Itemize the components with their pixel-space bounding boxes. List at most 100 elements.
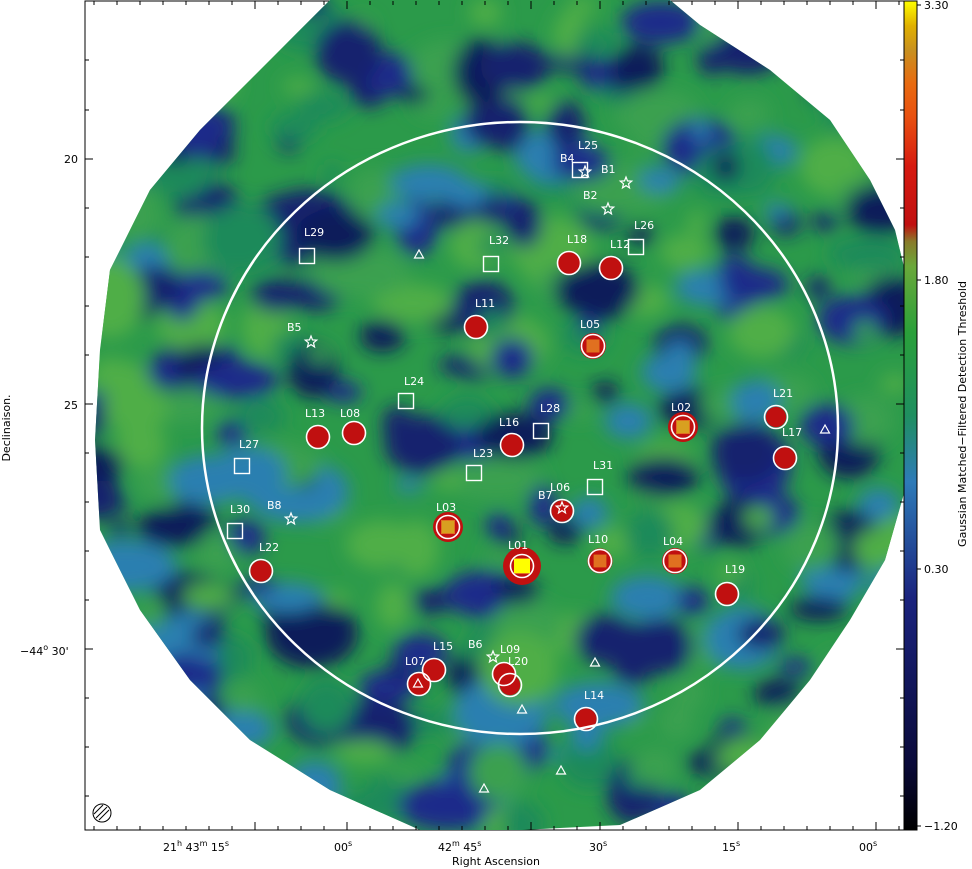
x-axis-label: Right Ascension <box>452 855 540 868</box>
source-label-l28: L28 <box>540 402 560 415</box>
circle-marker-l07[interactable] <box>406 671 432 697</box>
y-tick-25: 25 <box>64 399 78 412</box>
triangle-marker[interactable] <box>516 703 528 714</box>
hotspot-l15 <box>422 658 446 682</box>
source-label-l16: L16 <box>499 416 519 429</box>
colorbar <box>903 0 918 831</box>
triangle-marker[interactable] <box>819 423 831 434</box>
circle-marker-l12[interactable] <box>598 255 624 281</box>
square-marker-l23[interactable] <box>465 464 483 482</box>
source-label-l02: L02 <box>671 401 691 414</box>
star-marker-b8[interactable] <box>283 511 299 526</box>
source-label-l20: L20 <box>508 655 528 668</box>
star-marker-b6[interactable] <box>485 649 501 664</box>
hotspot-l18 <box>558 252 580 274</box>
source-label-l32: L32 <box>489 234 509 247</box>
hotspot-l20 <box>499 674 521 696</box>
source-label-l11: L11 <box>475 297 495 310</box>
circle-marker-l02[interactable] <box>670 414 696 440</box>
triangle-marker[interactable] <box>555 764 567 775</box>
source-label-l13: L13 <box>305 407 325 420</box>
colorbar-tick-1-80: 1.80 <box>924 274 949 287</box>
source-label-b1: B1 <box>601 163 616 176</box>
circle-marker-l05[interactable] <box>580 333 606 359</box>
source-label-b7: B7 <box>538 489 553 502</box>
star-marker-b1[interactable] <box>618 175 634 190</box>
source-label-l09: L09 <box>500 643 520 656</box>
star-marker-b4[interactable] <box>577 164 593 179</box>
hotspot-l10 <box>587 548 613 574</box>
triangle-marker[interactable] <box>478 782 490 793</box>
triangle-marker[interactable] <box>413 248 425 259</box>
hotspot-l11 <box>465 316 487 338</box>
svg-text:21h 43m 15s: 21h 43m 15s <box>163 839 229 854</box>
colorbar-tick-max: 3.30 <box>924 0 949 12</box>
circle-marker-l19[interactable] <box>714 581 740 607</box>
square-marker-l30[interactable] <box>226 522 244 540</box>
star-marker-b5[interactable] <box>303 334 319 349</box>
square-marker-l29[interactable] <box>298 247 316 265</box>
source-label-l05: L05 <box>580 318 600 331</box>
triangle-marker[interactable] <box>412 677 424 688</box>
x-tick-labels: 21h 43m 15s 00s 42m 45s 30s 15s 00s <box>163 839 877 854</box>
hotspot-l03 <box>433 512 463 542</box>
circle-marker-l22[interactable] <box>248 558 274 584</box>
circle-marker-l13[interactable] <box>305 424 331 450</box>
beam-icon <box>92 803 112 823</box>
source-label-l21: L21 <box>773 387 793 400</box>
svg-text:30s: 30s <box>589 839 607 854</box>
circle-marker-l06[interactable] <box>549 498 575 524</box>
hotspot-l01 <box>503 547 541 585</box>
source-label-b8: B8 <box>267 499 282 512</box>
hotspot-l13 <box>307 426 329 448</box>
square-marker-l26[interactable] <box>627 238 645 256</box>
square-marker-l31[interactable] <box>586 478 604 496</box>
hotspot-l21 <box>765 406 787 428</box>
circle-marker-l18[interactable] <box>556 250 582 276</box>
circle-marker-l20[interactable] <box>497 672 523 698</box>
square-marker-l24[interactable] <box>397 392 415 410</box>
source-label-l08: L08 <box>340 407 360 420</box>
colorbar-tick-0-30: 0.30 <box>924 563 949 576</box>
source-label-l07: L07 <box>405 655 425 668</box>
y-tick-30: −44o 30' <box>20 643 69 658</box>
svg-text:42m 45s: 42m 45s <box>438 839 481 854</box>
source-label-l12: L12 <box>610 238 630 251</box>
source-label-b5: B5 <box>287 321 302 334</box>
source-label-l25: L25 <box>578 139 598 152</box>
source-label-l15: L15 <box>433 640 453 653</box>
svg-text:15s: 15s <box>722 839 740 854</box>
circle-marker-l01[interactable] <box>509 553 535 579</box>
circle-marker-l11[interactable] <box>463 314 489 340</box>
square-marker-l27[interactable] <box>233 457 251 475</box>
svg-text:00s: 00s <box>859 839 877 854</box>
source-label-l04: L04 <box>663 535 683 548</box>
circle-marker-l17[interactable] <box>772 445 798 471</box>
y-axis-label: Declinaison. <box>0 394 13 461</box>
source-label-b4: B4 <box>560 152 575 165</box>
source-label-l06: L06 <box>550 481 570 494</box>
circle-marker-l15[interactable] <box>421 657 447 683</box>
hotspot-l16 <box>501 434 523 456</box>
hotspot-l04 <box>662 548 688 574</box>
circle-marker-l21[interactable] <box>763 404 789 430</box>
source-label-l27: L27 <box>239 438 259 451</box>
triangle-marker[interactable] <box>589 656 601 667</box>
hotspot-l17 <box>774 447 796 469</box>
circle-marker-l10[interactable] <box>587 548 613 574</box>
square-marker-l32[interactable] <box>482 255 500 273</box>
source-label-l30: L30 <box>230 503 250 516</box>
star-marker-b2[interactable] <box>600 201 616 216</box>
square-marker-l28[interactable] <box>532 422 550 440</box>
source-label-l29: L29 <box>304 226 324 239</box>
star-marker-b7[interactable] <box>554 500 570 515</box>
circle-marker-l16[interactable] <box>499 432 525 458</box>
circle-marker-l04[interactable] <box>662 548 688 574</box>
circle-marker-l03[interactable] <box>435 514 461 540</box>
x-tick-hour: 21 <box>163 841 177 854</box>
hotspot-l08 <box>342 421 366 445</box>
hotspot-l22 <box>250 560 272 582</box>
circle-marker-l14[interactable] <box>573 706 599 732</box>
circle-marker-l08[interactable] <box>341 420 367 446</box>
svg-text:00s: 00s <box>334 839 352 854</box>
